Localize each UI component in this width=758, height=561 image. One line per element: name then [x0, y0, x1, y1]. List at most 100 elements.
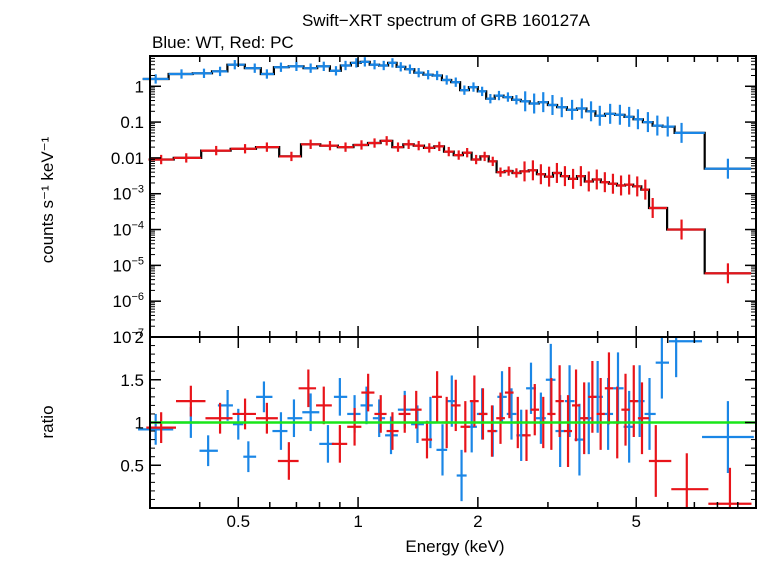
spectrum-point-wt	[451, 77, 461, 87]
spectrum-point-wt	[624, 106, 634, 127]
y-tick-label: 0.5	[120, 456, 144, 475]
ratio-point-pc	[386, 412, 399, 450]
spectrum-point-wt	[329, 66, 341, 76]
spectrum-point-pc	[504, 166, 513, 176]
spectrum-frame	[149, 55, 757, 338]
ratio-panel: 0.5 1 2 5 0.5 1 1.5 2	[120, 328, 757, 531]
spectrum-point-pc	[576, 166, 585, 187]
spectrum-point-wt	[503, 92, 513, 102]
spectrum-point-pc	[592, 169, 601, 190]
spectrum-point-pc	[633, 176, 642, 197]
spectrum-point-pc	[496, 167, 505, 177]
spectrum-point-wt	[642, 112, 653, 133]
ratio-point-pc	[580, 382, 589, 455]
spectrum-point-wt	[227, 60, 245, 70]
spectrum-point-pc	[569, 168, 577, 189]
spectrum-point-wt	[494, 90, 504, 101]
ratio-point-pc	[604, 352, 614, 425]
spectrum-point-wt	[192, 68, 213, 78]
spectrum-point-pc	[444, 146, 454, 157]
spectrum-point-wt	[576, 98, 587, 119]
ratio-point-pc	[347, 407, 362, 446]
spectrum-point-pc	[625, 174, 634, 195]
ratio-point-pc	[572, 369, 581, 442]
spectrum-point-pc	[301, 139, 321, 149]
ratio-point-pc	[460, 401, 470, 453]
spectrum-point-wt	[288, 61, 304, 72]
spectrum-point-wt	[212, 66, 228, 77]
spectrum-point-wt	[396, 62, 406, 72]
spectrum-point-wt	[566, 99, 577, 120]
spectrum-point-pc	[512, 168, 521, 178]
spectrum-point-wt	[244, 63, 261, 73]
y-tick-label: 10−4	[113, 220, 144, 240]
y-tick-label: 1.5	[120, 371, 144, 390]
spectrum-point-wt	[662, 116, 675, 137]
spectrum-point-wt	[652, 115, 663, 136]
spectrum-point-pc	[667, 219, 705, 240]
spectrum-point-wt	[350, 58, 361, 68]
ratio-point-pc	[421, 420, 433, 459]
spectrum-point-wt	[529, 93, 539, 114]
ratio-point-wt	[436, 424, 448, 476]
spectrum-point-wt	[704, 158, 752, 179]
spectrum-point-pc	[173, 153, 202, 163]
spectrum-point-pc	[453, 150, 463, 160]
spectrum-point-wt	[168, 69, 193, 79]
ratio-point-pc	[469, 375, 479, 427]
ratio-point-pc	[255, 402, 278, 434]
spectrum-point-pc	[641, 179, 649, 200]
spectrum-point-pc	[552, 162, 561, 183]
chart-title: Swift−XRT spectrum of GRB 160127A	[302, 11, 591, 30]
y-tick-exponent: −4	[131, 220, 144, 232]
spectrum-point-pc	[536, 164, 545, 185]
y-axis-label-ratio: ratio	[38, 405, 57, 438]
spectrum-point-pc	[337, 142, 354, 152]
spectrum-point-pc	[608, 173, 617, 194]
spectrum-point-pc	[480, 151, 489, 162]
ratio-point-wt	[655, 337, 670, 399]
ratio-point-wt	[333, 378, 348, 416]
ratio-point-wt	[644, 378, 656, 450]
ratio-point-pc	[522, 409, 531, 461]
spectrum-point-pc	[230, 144, 256, 154]
y-tick-exponent: −7	[131, 327, 144, 339]
spectrum-point-pc	[648, 197, 668, 218]
spectrum-point-pc	[403, 139, 414, 149]
ratio-point-wt	[243, 441, 257, 473]
ratio-point-pc	[621, 373, 630, 446]
ratio-point-wt	[138, 413, 174, 445]
ratio-point-pc	[374, 395, 387, 433]
spectrum-point-wt	[273, 62, 289, 72]
ratio-point-pc	[648, 425, 672, 497]
ratio-point-pc	[555, 365, 564, 438]
spectrum-point-pc	[353, 140, 369, 150]
ratio-point-pc	[563, 395, 573, 467]
y-tick-exponent: −6	[131, 291, 144, 303]
spectrum-point-pc	[462, 148, 472, 158]
y-tick-label: 10−5	[113, 255, 144, 275]
ratio-point-wt	[456, 449, 467, 502]
ratio-point-pc	[398, 395, 411, 433]
ratio-point-pc	[504, 366, 514, 419]
ratio-point-pc	[588, 360, 597, 433]
ratio-point-pc	[496, 392, 505, 444]
ratio-point-pc	[331, 425, 348, 463]
ratio-point-pc	[596, 378, 605, 450]
spectrum-point-pc	[413, 140, 424, 151]
spectrum-point-pc	[560, 166, 570, 187]
y-tick-label: 10−6	[113, 291, 144, 311]
ratio-point-wt	[302, 393, 320, 432]
spectrum-point-pc	[584, 171, 593, 192]
spectrum-point-wt	[423, 70, 433, 80]
ratio-point-wt	[256, 381, 273, 413]
spectrum-point-wt	[142, 74, 169, 84]
y-tick-label: 1	[135, 414, 144, 433]
spectrum-point-wt	[317, 61, 330, 72]
ratio-point-pc	[487, 405, 497, 457]
spectrum-point-wt	[340, 60, 351, 71]
spectrum-point-pc	[380, 136, 393, 146]
ratio-point-pc	[232, 398, 256, 430]
